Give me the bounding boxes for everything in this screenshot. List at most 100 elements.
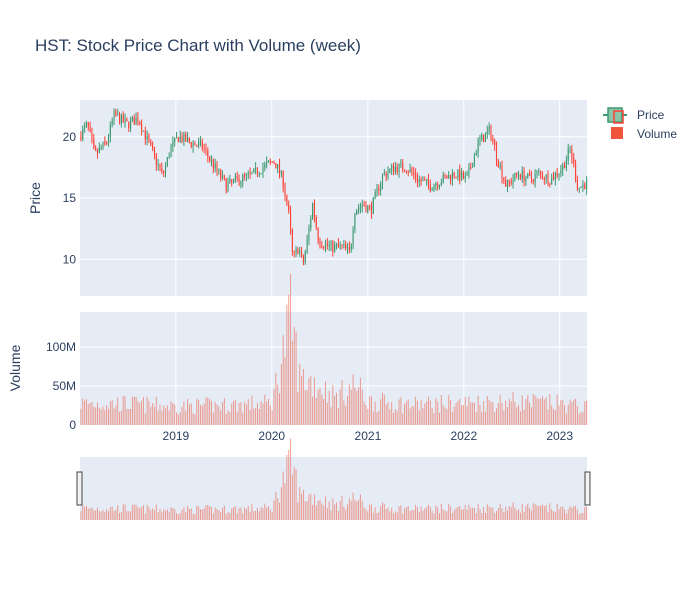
slider-volume-bar [369,504,371,520]
price-candles [80,108,588,266]
slider-volume-bar [464,504,466,520]
volume-bar [396,410,398,425]
candle-body [545,174,547,180]
candle-body [554,173,556,180]
candle-body [286,196,288,205]
volume-bar [321,394,323,425]
candle-body [93,139,95,148]
slider-volume-bar [290,438,292,520]
slider-volume-bar [578,513,580,520]
candle-body [321,246,323,248]
slider-volume-bar [262,508,264,520]
candle-body [466,174,468,176]
candle-body [181,136,183,142]
volume-bar [85,399,87,425]
chart-title: HST: Stock Price Chart with Volume (week… [35,36,361,55]
candle-body [558,173,560,176]
volume-bar [378,410,380,425]
candle-body [367,206,369,212]
volume-bar [387,401,389,425]
candle-body [473,155,475,167]
volume-bar [293,326,295,425]
volume-bar [142,397,144,425]
volume-bar [310,376,312,425]
candle-body [477,140,479,153]
volume-bar [352,374,354,425]
candle-body [289,210,292,230]
volume-bar [109,401,111,425]
volume-bar [291,340,293,425]
slider-volume-bar [492,507,494,520]
candle-body [172,141,174,147]
candle-body [231,179,233,182]
slider-volume-bar [212,513,214,520]
volume-tick-label: 0 [69,418,76,432]
slider-volume-bar [374,507,376,520]
volume-bar [299,363,301,425]
candle-body [573,157,575,164]
candle-body [394,166,396,173]
slider-volume-bar [284,483,286,520]
slider-volume-bar [302,489,304,520]
candle-body [512,179,514,184]
volume-bar [416,400,418,425]
candle-body [168,156,170,158]
volume-bar [256,402,258,425]
candle-body [131,117,133,120]
candle-body [89,126,91,132]
slider-volume-bar [194,514,196,520]
volume-bar [212,412,214,425]
slider-volume-bar [413,509,415,520]
candle-body [253,168,255,173]
candle-body [234,176,236,180]
slider-volume-bar [293,466,295,520]
range-slider-left-handle[interactable] [76,471,83,506]
volume-bar [411,406,413,425]
volume-bar [448,395,450,425]
slider-volume-bar [448,503,450,520]
volume-bar [464,396,466,425]
slider-volume-bar [126,511,128,520]
slider-volume-bar [260,507,262,520]
volume-bar [356,390,358,425]
slider-volume-bar [540,505,542,520]
volume-bar [516,407,518,425]
volume-bar [166,405,168,425]
volume-bar [405,401,407,425]
volume-bar [536,397,538,425]
slider-volume-bar [323,505,325,520]
candle-body [472,166,474,168]
volume-bar [177,414,179,425]
x-tick-label: 2019 [163,429,190,443]
volume-bar [106,405,108,425]
candle-body [407,171,409,173]
slider-volume-bar [420,506,422,520]
candle-body [124,119,126,123]
volume-axis-ticks: 0 50M 100M [46,340,76,432]
volume-bar [236,412,238,425]
candle-body [262,167,264,174]
slider-volume-bar [473,508,475,520]
legend-item-price[interactable]: Price [603,107,665,124]
candle-body [440,182,442,186]
candle-body [323,246,325,248]
volume-bar [510,401,512,425]
volume-bar [514,401,516,425]
candle-body [194,143,196,146]
legend-item-volume[interactable]: Volume [611,127,677,141]
volume-bar [264,394,266,425]
volume-bar [582,411,584,425]
candle-body [223,175,225,179]
slider-volume-bar [514,507,516,520]
slider-volume-bar [251,504,253,520]
volume-bar [483,400,485,425]
candle-body [244,174,246,176]
candle-body [532,179,534,182]
volume-bar [297,391,299,425]
candle-body [429,184,431,191]
slider-volume-bar [553,511,555,520]
slider-volume-bar [538,505,540,520]
candle-body [258,173,260,175]
range-slider-right-handle[interactable] [584,471,591,506]
slider-volume-bar [236,513,238,520]
